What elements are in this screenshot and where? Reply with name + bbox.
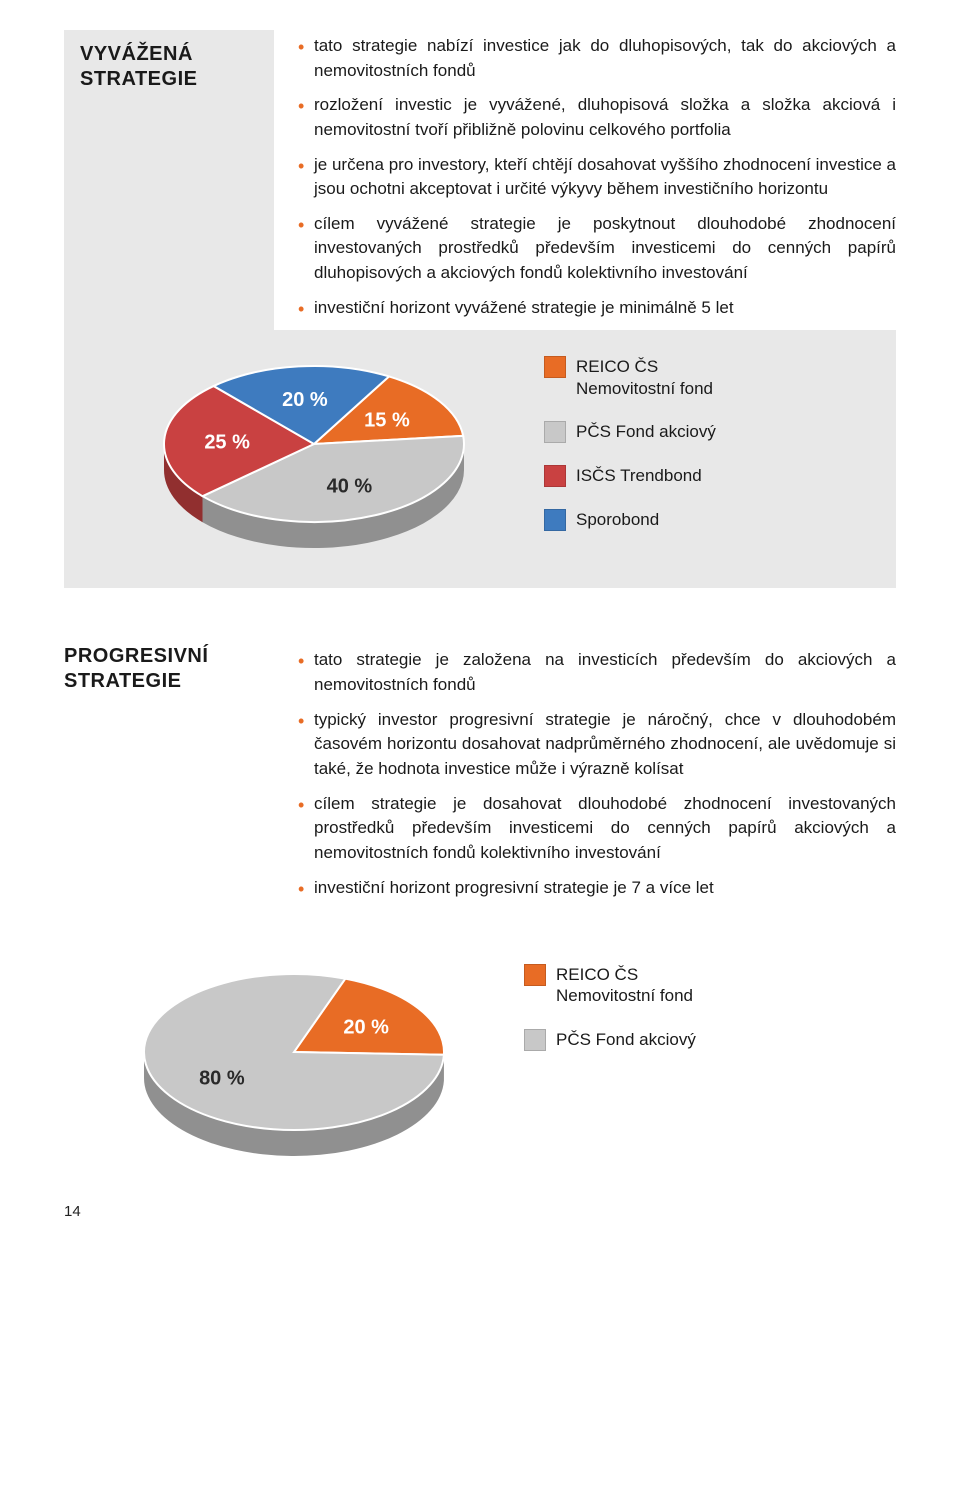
chart-block-vyvazena: 15 % 40 % 25 % 20 % REICO ČS Nemovitostní f… [64,330,896,588]
bullet: tato strategie je založena na investicíc… [298,648,896,697]
legend-swatch [544,421,566,443]
legend-swatch [524,1029,546,1051]
bullets-vyvazena: tato strategie nabízí investice jak do d… [298,34,896,320]
section-progresivni-right: tato strategie je založena na investicíc… [298,644,896,910]
legend-label: Sporobond [576,509,659,530]
legend-swatch [544,465,566,487]
legend-item: PČS Fond akciový [524,1029,896,1051]
legend-vyvazena: REICO ČS Nemovitostní fond PČS Fond akci… [544,350,876,553]
pie-vyvazena-wrap: 15 % 40 % 25 % 20 % [84,350,504,560]
pie-progresivni-wrap: 20 % 80 % [64,958,484,1168]
svg-text:20 %: 20 % [282,389,328,411]
section-progresivni: PROGRESIVNÍ STRATEGIE tato strategie je … [64,644,896,910]
heading-line: STRATEGIE [64,670,181,692]
heading-line: VYVÁŽENÁ [80,43,193,65]
legend-progresivni: REICO ČS Nemovitostní fond PČS Fond akci… [524,958,896,1073]
bullets-progresivni: tato strategie je založena na investicíc… [298,648,896,900]
page: VYVÁŽENÁ STRATEGIE tato strategie nabízí… [0,0,960,1238]
legend-item: PČS Fond akciový [544,421,876,443]
svg-text:15 %: 15 % [364,410,410,432]
pie-progresivni: 20 % 80 % [104,958,484,1168]
svg-text:25 %: 25 % [204,432,250,454]
legend-label: PČS Fond akciový [576,421,716,442]
bullet: investiční horizont progresivní strategi… [298,876,896,901]
svg-text:80 %: 80 % [199,1067,245,1089]
legend-label: PČS Fond akciový [556,1029,696,1050]
bullet: typický investor progresivní strategie j… [298,708,896,782]
legend-swatch [544,509,566,531]
legend-item: REICO ČS Nemovitostní fond [544,356,876,399]
section-vyvazena: VYVÁŽENÁ STRATEGIE tato strategie nabízí… [64,30,896,330]
section-vyvazena-right: tato strategie nabízí investice jak do d… [298,30,896,330]
bullet: rozložení investic je vyvážené, dluhopis… [298,93,896,142]
legend-swatch [524,964,546,986]
legend-label: ISČS Trendbond [576,465,702,486]
bullet: tato strategie nabízí investice jak do d… [298,34,896,83]
bullet: cílem strategie je dosahovat dlouhodobé … [298,792,896,866]
section-vyvazena-heading: VYVÁŽENÁ STRATEGIE [80,42,258,92]
heading-line: STRATEGIE [80,68,197,90]
bullet: investiční horizont vyvážené strategie j… [298,296,896,321]
svg-text:40 %: 40 % [327,476,373,498]
pie-vyvazena: 15 % 40 % 25 % 20 % [124,350,504,560]
legend-label: REICO ČS Nemovitostní fond [576,356,713,399]
svg-text:20 %: 20 % [343,1017,389,1039]
legend-label: REICO ČS Nemovitostní fond [556,964,693,1007]
legend-item: ISČS Trendbond [544,465,876,487]
section-progresivni-heading: PROGRESIVNÍ STRATEGIE [64,644,274,694]
bullet: cílem vyvážené strategie je poskytnout d… [298,212,896,286]
section-vyvazena-left: VYVÁŽENÁ STRATEGIE [64,30,274,330]
legend-item: Sporobond [544,509,876,531]
chart-block-progresivni: 20 % 80 % REICO ČS Nemovitostní fond PČS … [64,958,896,1168]
legend-item: REICO ČS Nemovitostní fond [524,964,896,1007]
legend-swatch [544,356,566,378]
bullet: je určena pro investory, kteří chtějí do… [298,153,896,202]
page-number: 14 [64,1203,81,1220]
heading-line: PROGRESIVNÍ [64,645,208,667]
section-progresivni-left: PROGRESIVNÍ STRATEGIE [64,644,274,910]
